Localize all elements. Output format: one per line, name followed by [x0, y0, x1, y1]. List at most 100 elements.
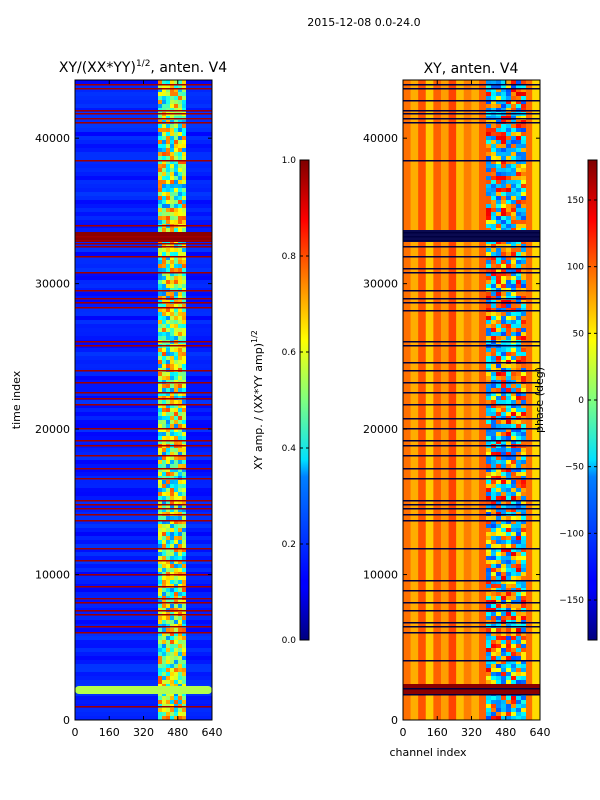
phase-cell-31-2	[496, 204, 501, 208]
phase-cell-73-6	[516, 372, 521, 376]
phase-cell-3-0	[486, 92, 491, 96]
amp-cell-150-1	[162, 680, 166, 684]
phase-cell-100-1	[491, 480, 496, 484]
amp-cell-138-4	[174, 632, 178, 636]
phase-cell-71-6	[516, 364, 521, 368]
phase-cell-96-5	[511, 464, 516, 468]
amp-cell-137-4	[174, 628, 178, 632]
phase-cell-133-5	[511, 612, 516, 616]
phase-cell-17-4	[506, 148, 511, 152]
amp-cell-113-5	[178, 532, 182, 536]
amp-row-74	[75, 376, 212, 380]
phase-cell-61-5	[511, 324, 516, 328]
phase-cell-93-0	[486, 452, 491, 456]
phase-cell-4-0	[486, 96, 491, 100]
phase-cell-109-6	[516, 516, 521, 520]
amplitude-colorbar: 0.00.20.40.60.81.0 XY amp. / (XX*YY amp)…	[250, 156, 310, 646]
amp-row-94	[75, 456, 212, 460]
amp-cell-105-3	[170, 500, 174, 504]
amp-row-11	[75, 124, 212, 128]
phase-cell-129-4	[506, 596, 511, 600]
phase-cell-107-0	[486, 508, 491, 512]
amp-cell-0-0	[158, 80, 162, 84]
phase-cell-104-1	[491, 496, 496, 500]
amp-cell-14-0	[158, 136, 162, 140]
phase-cell-106-3	[501, 504, 506, 508]
amp-row-125	[75, 580, 212, 584]
amp-cell-100-4	[174, 480, 178, 484]
phase-cell-61-0	[486, 324, 491, 328]
amp-cell-0-4	[174, 80, 178, 84]
amp-cell-157-1	[162, 708, 166, 712]
phase-cell-105-5	[511, 500, 516, 504]
amp-cbtick-label-5: 1.0	[282, 156, 297, 166]
amp-cell-96-3	[170, 464, 174, 468]
phase-cell-4-6	[516, 96, 521, 100]
phase-cell-5-1	[491, 100, 496, 104]
phase-cell-134-0	[486, 616, 491, 620]
amp-cbtick-label-4: 0.8	[282, 252, 297, 262]
phase-cell-111-7	[521, 524, 526, 528]
amp-row-109	[75, 516, 212, 520]
amp-cell-120-0	[158, 560, 162, 564]
phase-cell-119-0	[486, 556, 491, 560]
amp-cell-42-4	[174, 248, 178, 252]
phase-cell-25-7	[521, 180, 526, 184]
amp-row-127	[75, 588, 212, 592]
phase-cell-22-1	[491, 168, 496, 172]
phase-cell-102-7	[521, 488, 526, 492]
amp-ytick-label-0: 0	[63, 714, 70, 727]
amp-cbtick-label-1: 0.2	[282, 540, 296, 550]
phase-cell-44-3	[501, 256, 506, 260]
amp-cell-90-3	[170, 440, 174, 444]
phase-cell-76-2	[496, 384, 501, 388]
amp-cell-17-4	[174, 148, 178, 152]
phase-flag-line-10	[403, 240, 540, 242]
phase-flag-line-27	[403, 428, 540, 430]
amp-cell-134-4	[174, 616, 178, 620]
phase-cell-139-6	[516, 636, 521, 640]
amp-row-35	[75, 220, 212, 224]
amp-row-64	[75, 336, 212, 340]
phase-cell-142-2	[496, 648, 501, 652]
phase-cell-28-2	[496, 192, 501, 196]
amp-cell-76-3	[170, 384, 174, 388]
amp-cell-103-5	[178, 492, 182, 496]
amp-cell-58-4	[174, 312, 178, 316]
amp-cell-24-0	[158, 176, 162, 180]
amp-cell-128-5	[178, 592, 182, 596]
phase-cell-139-5	[511, 636, 516, 640]
amp-cell-27-0	[158, 188, 162, 192]
phase-cell-85-7	[521, 420, 526, 424]
amp-cell-115-2	[166, 540, 170, 544]
amp-row-18	[75, 152, 212, 156]
amp-cell-51-4	[174, 284, 178, 288]
amp-cell-34-3	[170, 216, 174, 220]
amp-cell-101-3	[170, 484, 174, 488]
phase-cell-155-3	[501, 700, 506, 704]
amp-cell-158-5	[178, 712, 182, 716]
amp-cell-67-0	[158, 348, 162, 352]
phase-cell-56-2	[496, 304, 501, 308]
amp-cell-35-0	[158, 220, 162, 224]
phase-cell-120-0	[486, 560, 491, 564]
phase-cell-24-5	[511, 176, 516, 180]
phase-cell-31-5	[511, 204, 516, 208]
amp-cell-135-6	[182, 620, 186, 624]
amp-cell-0-2	[166, 80, 170, 84]
amp-cell-34-0	[158, 216, 162, 220]
amp-cell-26-1	[162, 184, 166, 188]
amp-cell-69-3	[170, 356, 174, 360]
phase-cell-43-3	[501, 252, 506, 256]
amp-row-150	[75, 680, 212, 684]
amp-cell-44-3	[170, 256, 174, 260]
phase-cell-96-4	[506, 464, 511, 468]
amp-cell-144-4	[174, 656, 178, 660]
phase-cell-92-7	[521, 448, 526, 452]
amp-row-107	[75, 508, 212, 512]
amp-cell-140-5	[178, 640, 182, 644]
phase-cell-76-0	[486, 384, 491, 388]
amp-cell-29-6	[182, 196, 186, 200]
amp-cell-15-4	[174, 140, 178, 144]
